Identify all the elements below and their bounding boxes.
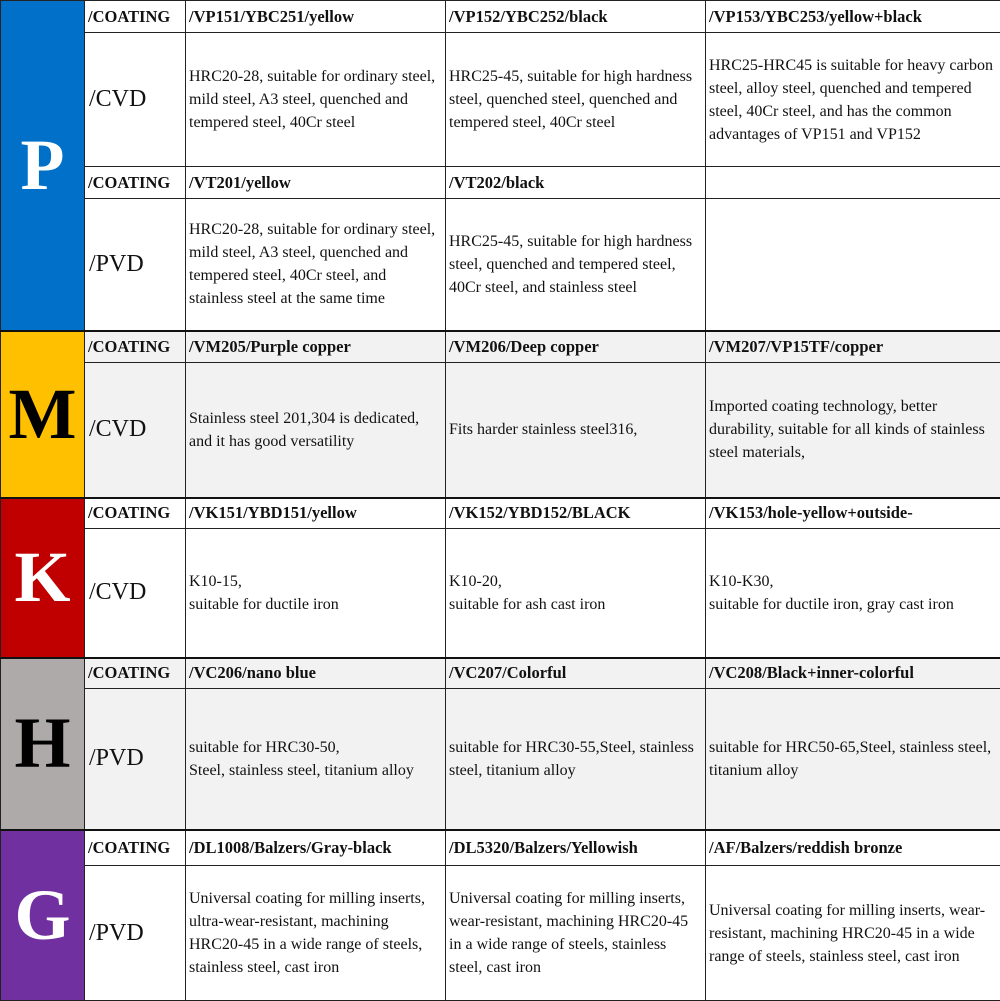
coating-label: /COATING: [85, 658, 186, 689]
material-group-G: G: [1, 830, 85, 1001]
grade-title: /VC207/Colorful: [446, 658, 706, 689]
grade-title: /AF/Balzers/reddish bronze: [706, 830, 1000, 866]
grade-title: /VK152/YBD152/BLACK: [446, 498, 706, 529]
grade-description: Universal coating for milling inserts, w…: [446, 866, 706, 1001]
grade-description: K10-K30, suitable for ductile iron, gray…: [706, 529, 1000, 658]
coating-type: /CVD: [85, 33, 186, 167]
grade-title: /VP153/YBC253/yellow+black: [706, 1, 1000, 33]
grade-description: suitable for HRC50-65,Steel, stainless s…: [706, 689, 1000, 830]
coating-header-row: M/COATING/VM205/Purple copper/VM206/Deep…: [1, 331, 1000, 363]
material-group-H: H: [1, 658, 85, 830]
grade-title: /DL1008/Balzers/Gray-black: [186, 830, 446, 866]
grade-title: /VK151/YBD151/yellow: [186, 498, 446, 529]
coating-header-row: P/COATING/VP151/YBC251/yellow/VP152/YBC2…: [1, 1, 1000, 33]
material-group-M: M: [1, 331, 85, 498]
grade-title: /VT202/black: [446, 167, 706, 199]
grade-title: /VC206/nano blue: [186, 658, 446, 689]
grade-title: /VM205/Purple copper: [186, 331, 446, 363]
coating-label: /COATING: [85, 167, 186, 199]
grade-description: Fits harder stainless steel316,: [446, 363, 706, 498]
grade-description: K10-20, suitable for ash cast iron: [446, 529, 706, 658]
grade-description: HRC25-HRC45 is suitable for heavy carbon…: [706, 33, 1000, 167]
grade-description: Universal coating for milling inserts, u…: [186, 866, 446, 1001]
grade-title: /DL5320/Balzers/Yellowish: [446, 830, 706, 866]
coating-type: /PVD: [85, 199, 186, 331]
coating-type: /CVD: [85, 363, 186, 498]
coating-label: /COATING: [85, 331, 186, 363]
grade-description: suitable for HRC30-55,Steel, stainless s…: [446, 689, 706, 830]
grade-description: Stainless steel 201,304 is dedicated, an…: [186, 363, 446, 498]
grade-description: HRC25-45, suitable for high hardness ste…: [446, 199, 706, 331]
coating-type: /PVD: [85, 689, 186, 830]
material-group-P: P: [1, 1, 85, 331]
grade-description: [706, 199, 1000, 331]
coating-type: /PVD: [85, 866, 186, 1001]
grade-description: HRC20-28, suitable for ordinary steel, m…: [186, 199, 446, 331]
grade-title: /VT201/yellow: [186, 167, 446, 199]
coating-type: /CVD: [85, 529, 186, 658]
coating-header-row: H/COATING/VC206/nano blue/VC207/Colorful…: [1, 658, 1000, 689]
grade-description: HRC20-28, suitable for ordinary steel, m…: [186, 33, 446, 167]
coating-header-row: /COATING/VT201/yellow/VT202/black: [1, 167, 1000, 199]
grade-description: Universal coating for milling inserts, w…: [706, 866, 1000, 1001]
coating-label: /COATING: [85, 498, 186, 529]
coating-label: /COATING: [85, 830, 186, 866]
grade-description: suitable for HRC30-50, Steel, stainless …: [186, 689, 446, 830]
grade-title: /VP152/YBC252/black: [446, 1, 706, 33]
grade-title: /VM207/VP15TF/copper: [706, 331, 1000, 363]
coating-header-row: G/COATING/DL1008/Balzers/Gray-black/DL53…: [1, 830, 1000, 866]
coating-label: /COATING: [85, 1, 186, 33]
coating-header-row: K/COATING/VK151/YBD151/yellow/VK152/YBD1…: [1, 498, 1000, 529]
material-group-K: K: [1, 498, 85, 658]
grade-title: /VC208/Black+inner-colorful: [706, 658, 1000, 689]
grade-description: K10-15, suitable for ductile iron: [186, 529, 446, 658]
grade-title: /VM206/Deep copper: [446, 331, 706, 363]
grade-title: [706, 167, 1000, 199]
grade-title: /VK153/hole-yellow+outside-: [706, 498, 1000, 529]
grade-description: HRC25-45, suitable for high hardness ste…: [446, 33, 706, 167]
grade-title: /VP151/YBC251/yellow: [186, 1, 446, 33]
grade-description: Imported coating technology, better dura…: [706, 363, 1000, 498]
